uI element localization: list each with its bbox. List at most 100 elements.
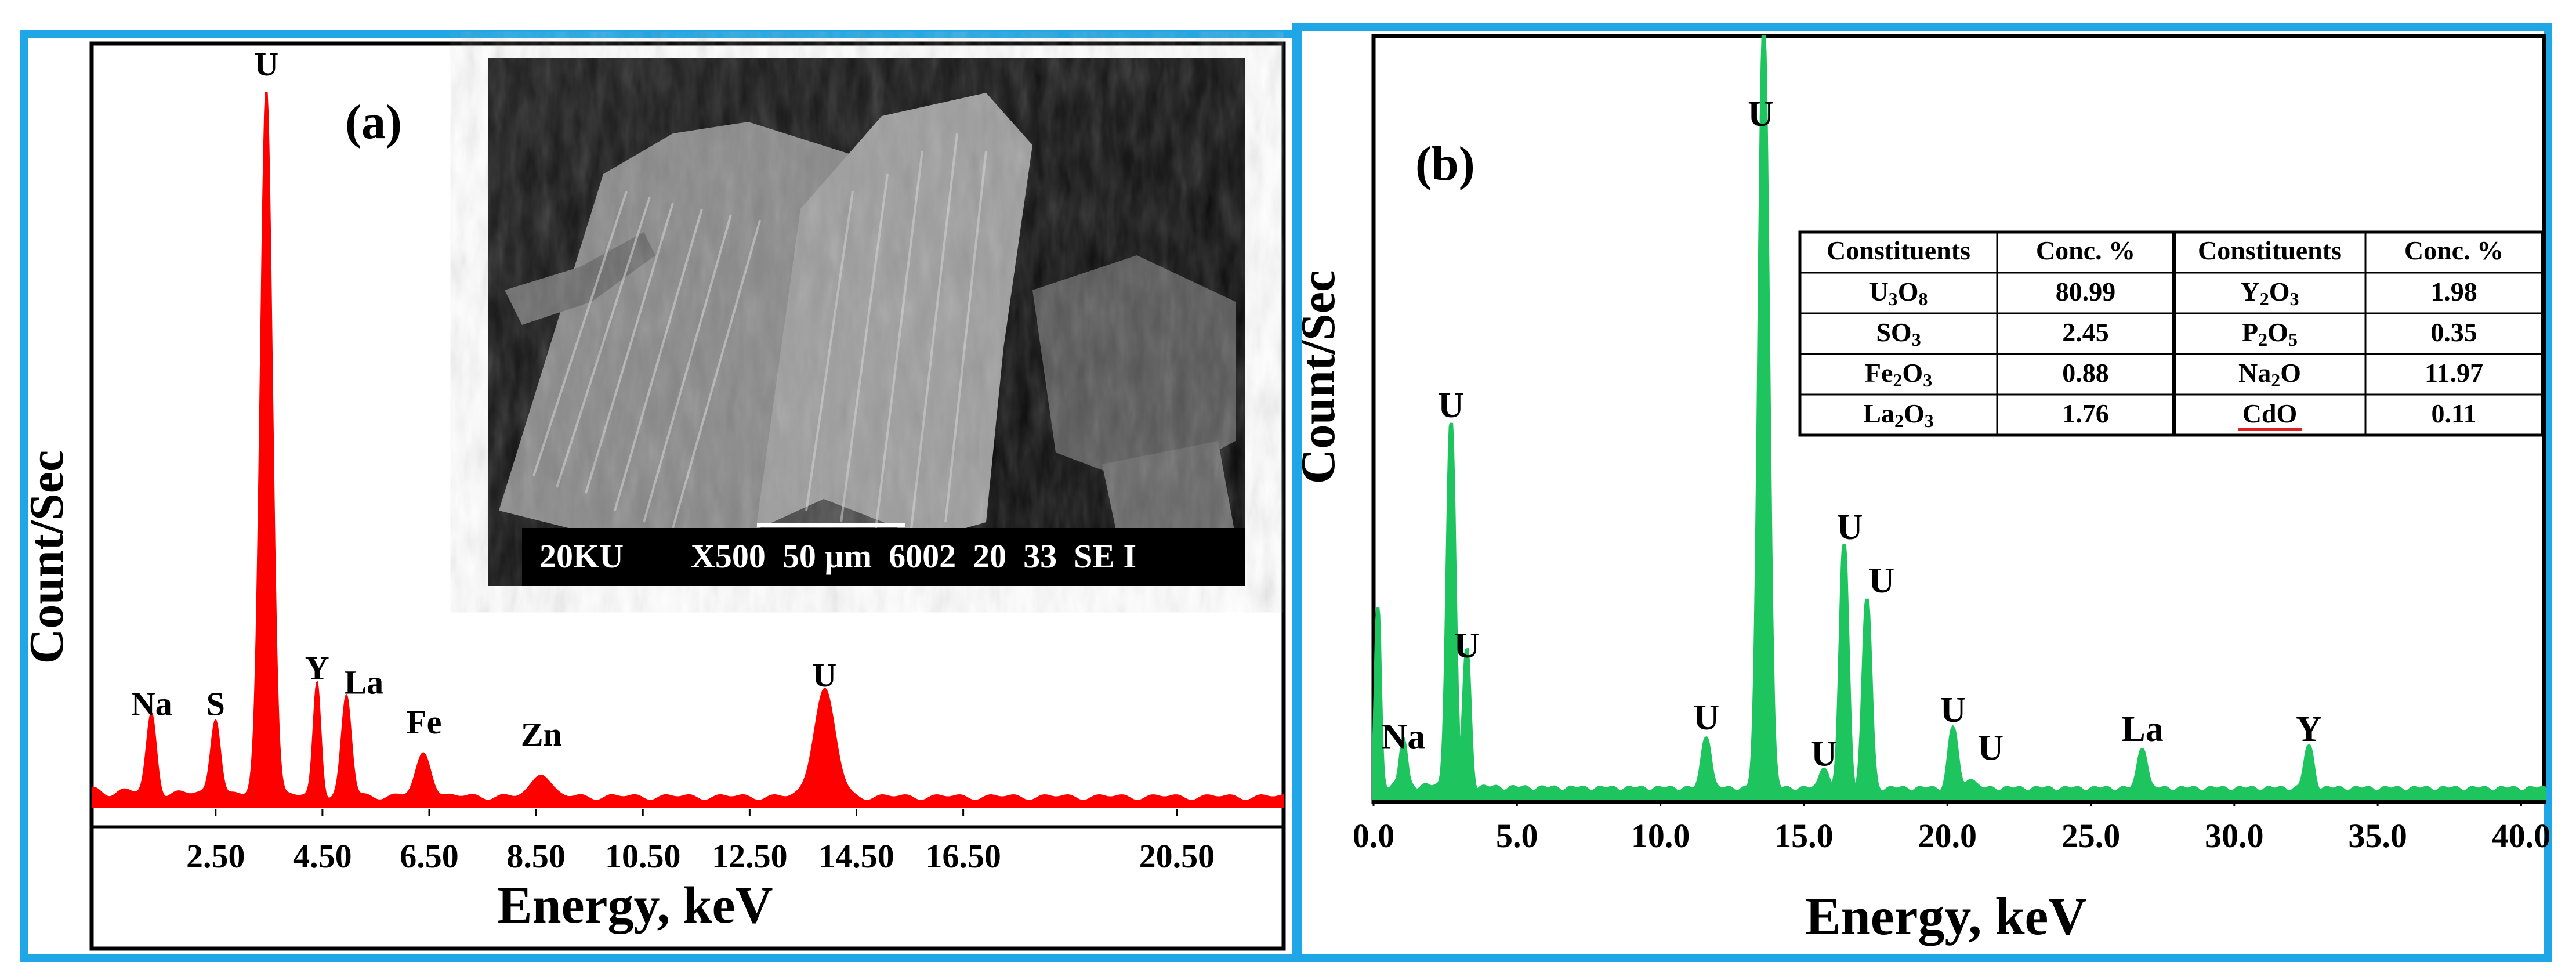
formula-subscript: 5: [2288, 329, 2298, 350]
peak-label: Y: [2296, 710, 2322, 749]
formula-text: Na: [2238, 358, 2271, 388]
panel-b-spectrum: [1372, 35, 2546, 800]
x-tick-label: 16.50: [925, 837, 1001, 875]
x-tick-label: 20.50: [1139, 837, 1215, 875]
formula-text: O: [2280, 358, 2301, 388]
formula-subscript: 3: [1925, 410, 1934, 431]
x-tick-label: 4.50: [293, 837, 352, 875]
panel-a-label: (a): [345, 95, 402, 149]
peak-label: U: [1693, 698, 1719, 737]
panel-a-y-axis-label: Count/Sec: [20, 450, 74, 664]
formula-text: O: [2267, 317, 2288, 347]
formula-subscript: 3: [2290, 288, 2299, 309]
formula-text: U: [1869, 277, 1888, 306]
formula-subscript: 2: [1893, 370, 1902, 390]
peak-label: Y: [305, 649, 329, 687]
panel-b-y-axis-label: Count/Sec: [1291, 270, 1345, 484]
peak-label: U: [1940, 690, 1966, 730]
formula-subscript: 3: [1912, 329, 1921, 350]
panel-b-label: (b): [1415, 137, 1475, 191]
panel-b-x-axis-label: Energy, keV: [1805, 887, 2087, 946]
table-cell: 0.11: [2432, 399, 2477, 428]
table-border: [1798, 230, 2544, 437]
formula-text: O: [1898, 277, 1919, 306]
peak-label: U: [1837, 508, 1863, 547]
panel-a-x-ticks: 2.50 4.50 6.50 8.50 10.50 12.50 14.50 16.50 20.5…: [186, 809, 1215, 875]
sem-micrograph-inset: 20KU X500 50 µm 6002 20 33 SE I: [488, 58, 1245, 586]
panel-a-plot-box: [89, 41, 1286, 951]
peak-label: La: [2121, 710, 2163, 749]
table-cell: 0.35: [2430, 317, 2477, 347]
formula-text: O: [1902, 358, 1923, 388]
formula-subscript: 2: [2271, 370, 2280, 390]
formula-text: Fe: [1865, 358, 1893, 388]
peak-label: Na: [131, 685, 172, 722]
x-tick-label: 35.0: [2348, 817, 2407, 855]
table-header-cell: Conc. %: [2036, 236, 2135, 265]
x-tick-label: 2.50: [186, 837, 245, 875]
table-header-cell: Constituents: [1827, 236, 1970, 265]
table-cell: P2O5: [2242, 317, 2298, 350]
table-cell: CdO: [2242, 399, 2298, 428]
formula-text: SO: [1876, 317, 1911, 347]
table-cell: SO3: [1876, 317, 1921, 350]
peak-label: U: [1438, 386, 1464, 425]
table-cell: Na2O: [2238, 358, 2301, 390]
formula-text: O: [2269, 277, 2290, 306]
table-cell: 80.99: [2056, 277, 2116, 306]
panel-a-peak-labels: Na S U Y La Fe Zn U: [131, 45, 836, 753]
panel-b-plot-box: [1371, 34, 2546, 804]
peak-label: S: [206, 685, 225, 722]
composition-table: Constituents Conc. % Constituents Conc. %U3…: [1798, 230, 2544, 437]
peak-label: U: [1977, 728, 2003, 768]
x-tick-label: 40.0: [2492, 817, 2551, 855]
peak-label: La: [344, 664, 383, 701]
formula-text: O: [1904, 399, 1925, 428]
formula-text: La: [1863, 399, 1894, 428]
peak-label: U: [812, 656, 836, 694]
table-cell: 0.88: [2062, 358, 2109, 388]
spectrum-area: [92, 92, 1284, 808]
x-tick-label: 30.0: [2205, 817, 2264, 855]
peak-label: U: [1454, 626, 1480, 666]
x-tick-label: 10.0: [1631, 817, 1690, 855]
formula-subscript: 8: [1919, 288, 1928, 309]
table-header-cell: Constituents: [2198, 236, 2342, 265]
peak-label: Na: [1382, 717, 1426, 757]
x-tick-label: 8.50: [506, 837, 566, 875]
sem-caption: 20KU X500 50 µm 6002 20 33 SE I: [539, 537, 1136, 575]
table-cell: 1.76: [2062, 399, 2109, 428]
x-tick-label: 10.50: [605, 837, 681, 875]
x-tick-label: 0.0: [1353, 817, 1395, 855]
table-cell: Y2O3: [2240, 277, 2299, 309]
peak-label: Fe: [406, 703, 441, 741]
table-cell: 2.45: [2062, 317, 2109, 347]
table-cell: U3O8: [1869, 277, 1928, 309]
peak-label: U: [1748, 95, 1774, 134]
table-header-cell: Conc. %: [2404, 236, 2503, 265]
x-tick-label: 6.50: [400, 837, 459, 875]
formula-subscript: 2: [2258, 329, 2267, 350]
panel-a-spectrum: [92, 92, 1284, 808]
formula-text: P: [2242, 317, 2258, 347]
table-cell: Fe2O3: [1865, 358, 1932, 390]
x-tick-label: 14.50: [818, 837, 894, 875]
panel-a-x-axis-label: Energy, keV: [497, 877, 773, 934]
formula-subscript: 3: [1889, 288, 1898, 309]
peak-label: Zn: [521, 715, 562, 753]
peak-label: U: [1811, 735, 1837, 774]
x-tick-label: 25.0: [2061, 817, 2121, 855]
formula-subscript: 2: [2260, 288, 2269, 309]
table-cell: La2O3: [1863, 399, 1933, 431]
table-cell: 11.97: [2425, 358, 2483, 388]
table-cell: 1.98: [2430, 277, 2477, 306]
x-tick-label: 15.0: [1774, 817, 1834, 855]
peak-label: U: [1868, 561, 1894, 601]
panel-b-x-ticks: 0.0 5.0 10.0 15.0 20.0 25.0 30.0 35.0 40.0: [1353, 799, 2550, 855]
formula-subscript: 2: [1894, 410, 1904, 431]
spectrum-area: [1372, 35, 2546, 800]
x-tick-label: 20.0: [1918, 817, 1977, 855]
formula-text: CdO: [2242, 399, 2298, 428]
